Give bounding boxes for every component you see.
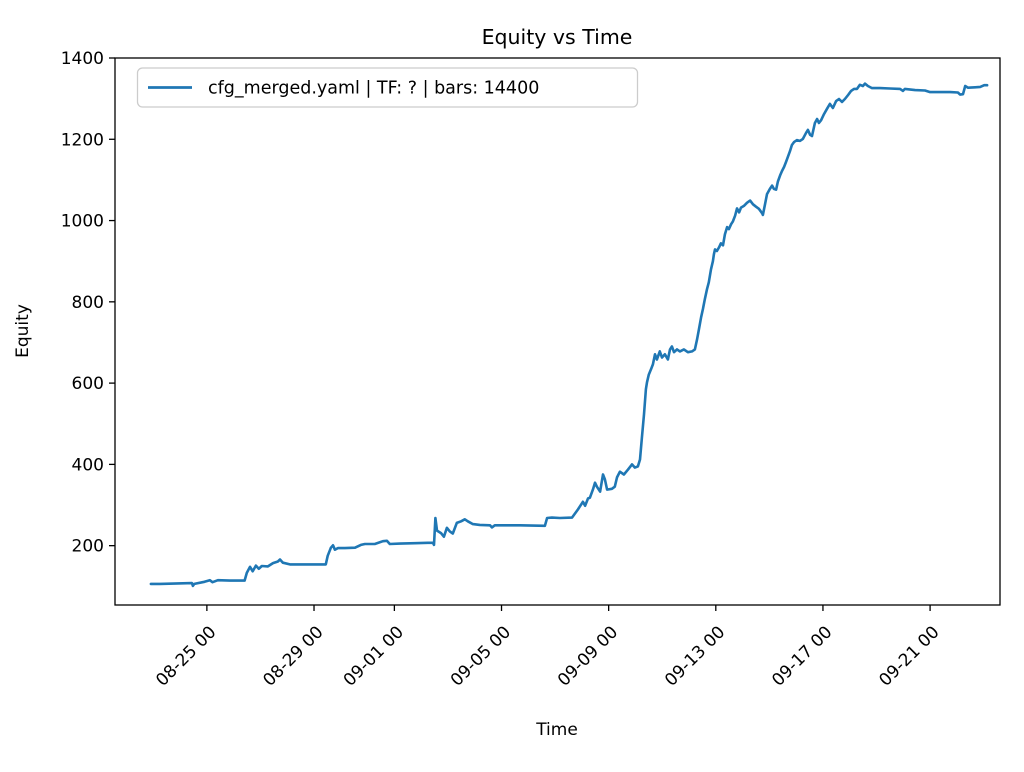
- x-tick-label: 09-21 00: [875, 622, 943, 690]
- y-tick-label: 400: [72, 455, 104, 475]
- chart-title: Equity vs Time: [482, 25, 633, 49]
- x-tick-label: 09-17 00: [768, 622, 836, 690]
- x-tick-label: 09-01 00: [340, 622, 408, 690]
- y-tick-label: 600: [72, 374, 104, 394]
- series-layer: [149, 82, 989, 588]
- y-tick-label: 1200: [61, 130, 104, 150]
- x-axis-label: Time: [535, 720, 578, 740]
- plot-area: [114, 57, 1001, 606]
- legend-label: cfg_merged.yaml | TF: ? | bars: 14400: [208, 79, 539, 99]
- y-tick-label: 200: [72, 537, 104, 557]
- y-tick-label: 1400: [61, 49, 104, 69]
- x-tick-label: 08-29 00: [259, 622, 327, 690]
- legend-box: [136, 67, 639, 108]
- y-tick-label: 800: [72, 293, 104, 313]
- equity-line: [149, 82, 989, 588]
- x-tick-label: 08-25 00: [152, 622, 220, 690]
- y-axis-label: Equity: [13, 304, 33, 358]
- legend: cfg_merged.yaml | TF: ? | bars: 14400: [136, 67, 639, 108]
- x-tick-label: 09-09 00: [554, 622, 622, 690]
- x-tick-label: 09-13 00: [661, 622, 729, 690]
- ticks-layer: 200 400 600 800 1000 1200 1400 08-25 00 08-29 00…: [61, 49, 944, 691]
- x-tick-label: 09-05 00: [447, 622, 515, 690]
- y-tick-label: 1000: [61, 212, 104, 232]
